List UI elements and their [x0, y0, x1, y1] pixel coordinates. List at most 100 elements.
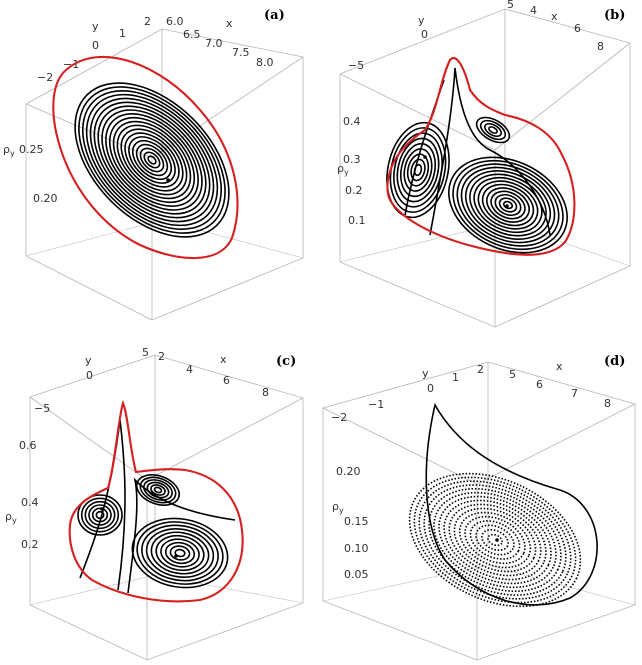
panel-a-orbits	[74, 82, 230, 238]
panel-d-y-tick: −2	[331, 411, 347, 424]
panel-b-p-tick: 0.1	[348, 214, 366, 227]
panel-d-orbit	[418, 480, 572, 600]
panel-a-orbit	[112, 120, 192, 200]
panel-b-upper-island-orbit	[475, 116, 511, 144]
panel-a-orbit	[105, 113, 199, 207]
panel-a-label: (a)	[264, 8, 285, 23]
panel-d-orbit	[469, 520, 521, 560]
panel-b-axis-p: ρy 0.4 0.3 0.2 0.1	[337, 115, 366, 227]
panel-b-frame	[339, 8, 631, 328]
panel-c-x-label: x	[220, 353, 227, 366]
panel-a-y-tick: −1	[63, 58, 79, 71]
panel-a-orbit	[131, 139, 173, 181]
panel-b-label: (b)	[604, 8, 625, 23]
panel-b-x-tick: 6	[574, 22, 581, 35]
panel-c-right-island-orbit	[169, 545, 191, 561]
panel-a-y-tick: 0	[92, 39, 99, 52]
panel-c-left-island-orbit	[88, 504, 112, 526]
panel-d: x 5 6 7 8 y −2 −1 0 1 2 ρy 0.20 0.15 0.1…	[322, 354, 636, 661]
panel-d-axis-x: x 5 6 7 8	[509, 360, 611, 410]
panel-d-orbit	[453, 507, 537, 573]
panel-a-p-label: ρy	[3, 143, 15, 158]
panel-d-axis-y: y −2 −1 0 1 2	[331, 363, 484, 424]
panel-b-right-island-orbit	[502, 200, 514, 210]
panel-b-x-tick: 4	[530, 4, 537, 17]
panel-c-y-tick: 5	[142, 346, 149, 359]
panel-c-x-tick: 8	[262, 386, 269, 399]
panel-c-left-island-orbit	[84, 500, 116, 530]
panel-d-label: (d)	[604, 354, 625, 369]
panel-b-right-island-orbit	[469, 173, 547, 237]
panel-c-p-tick: 0.4	[21, 496, 39, 509]
panel-d-x-label: x	[556, 360, 563, 373]
panel-a-y-tick: 2	[144, 15, 151, 28]
panel-a-orbit	[74, 82, 230, 238]
panel-c-x-tick: 6	[223, 374, 230, 387]
panel-a-x-tick: 7.5	[232, 46, 250, 59]
panel-b-right-island-orbit	[460, 166, 556, 244]
panel-c-right-island-orbit	[174, 548, 186, 558]
panel-a-orbit	[93, 101, 211, 219]
panel-d-orbit	[475, 524, 515, 556]
panel-b-axis-x: x 4 6 8	[530, 4, 604, 53]
panel-a-orbit	[143, 151, 161, 169]
panel-d-orbit	[433, 491, 557, 589]
panel-a-axis-p: ρy 0.25 0.20	[3, 143, 58, 205]
panel-b-y-tick: 5	[507, 0, 514, 11]
panel-d-fixed-point	[495, 538, 499, 542]
panel-a-frame	[25, 28, 304, 321]
panel-c-y-tick: −5	[34, 402, 50, 415]
panel-d-p-tick: 0.15	[344, 515, 369, 528]
panel-b-fixed-point	[505, 204, 509, 208]
panel-c-x-tick: 4	[186, 363, 193, 376]
panel-b-right-island-orbit	[473, 176, 543, 234]
panel-a-p-tick: 0.20	[33, 192, 58, 205]
panel-c-x-tick: 2	[158, 350, 165, 363]
panel-b-y-label: y	[418, 14, 425, 27]
panel-b-right-island-orbit	[448, 156, 568, 254]
panel-c-upper-island-orbit	[153, 486, 163, 494]
panel-c-separatrix	[127, 477, 236, 594]
panel-c-y-tick: 0	[86, 369, 93, 382]
panel-d-p-label: ρy	[332, 500, 344, 515]
panel-b-left-island-orbit	[410, 158, 426, 182]
panel-b-right-island-orbit	[494, 193, 522, 217]
panel-c-right-island-orbit	[160, 538, 200, 568]
panel-d-orbit	[413, 476, 577, 604]
panel-b-fixed-point	[423, 155, 427, 159]
panel-d-orbit	[438, 495, 552, 585]
panel-b: x 4 6 8 y −5 0 5 ρy 0.4 0.3 0.2 0.1 (b)	[337, 0, 631, 328]
panel-c-fixed-point	[174, 554, 178, 558]
panel-d-y-tick: −1	[368, 398, 384, 411]
panel-a-y-tick: −2	[37, 71, 53, 84]
panel-a-x-tick: 7.0	[205, 37, 223, 50]
panel-b-right-island-orbit	[498, 197, 518, 213]
panel-d-y-tick: 1	[452, 371, 459, 384]
panel-b-axis-y: y −5 0 5	[348, 0, 514, 72]
panel-b-p-tick: 0.4	[343, 115, 361, 128]
panel-d-orbit	[458, 511, 532, 569]
panel-b-upper-island-orbit	[488, 126, 498, 134]
panel-b-left-island-orbit	[403, 148, 433, 192]
panel-c-p-tick: 0.2	[21, 538, 39, 551]
panel-c-upper-island-orbit	[139, 476, 177, 504]
panel-d-orbits	[408, 402, 598, 608]
panel-d-y-tick: 2	[477, 363, 484, 376]
panel-b-y-tick: −5	[348, 59, 364, 72]
panel-a-orbit	[120, 128, 184, 192]
panel-d-y-tick: 0	[427, 382, 434, 395]
panel-a: x 6.0 6.5 7.0 7.5 8.0 y −2 −1 0 1 2 ρy 0…	[3, 8, 304, 321]
panel-d-p-tick: 0.10	[344, 542, 369, 555]
panel-c-upper-island-orbit	[150, 484, 166, 496]
panel-d-p-tick: 0.20	[336, 465, 361, 478]
panel-a-x-label: x	[226, 17, 233, 30]
panel-c-upper-island-orbit	[143, 479, 173, 501]
panel-a-orbit	[89, 97, 215, 223]
panel-a-orbit	[108, 116, 196, 204]
panel-b-right-island-orbit	[490, 190, 526, 220]
panel-d-orbit	[448, 503, 542, 577]
panel-a-fixed-point	[166, 178, 170, 182]
panel-d-orbit	[423, 484, 567, 596]
panel-d-orbit	[464, 515, 526, 565]
